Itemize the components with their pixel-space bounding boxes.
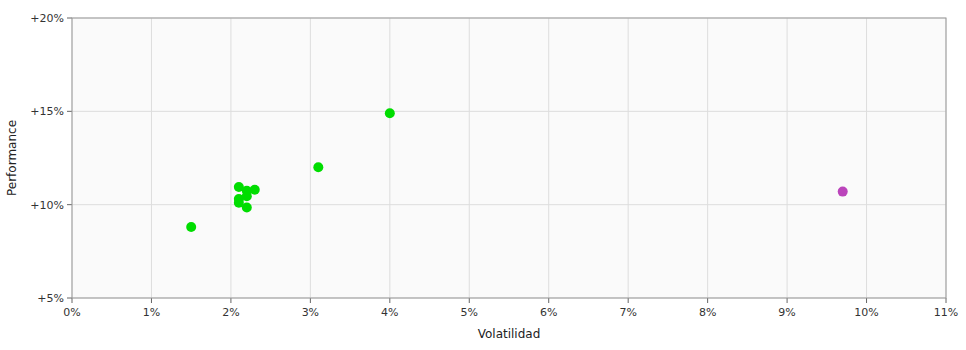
y-tick [67,18,72,19]
grid-line-x [866,18,867,298]
grid-line-x [787,18,788,298]
marks [186,108,848,232]
x-tick-label: 10% [854,306,878,319]
plot-area [72,18,946,298]
point [242,191,252,201]
grid-line-x [469,18,470,298]
x-axis-label: Volatilidad [478,327,541,341]
y-tick-label: +20% [30,12,64,25]
grid-line-x [548,18,549,298]
x-tick-label: 2% [222,306,239,319]
x-tick [151,298,152,303]
series [838,187,848,197]
x-tick [469,298,470,303]
grid-line-y [72,111,946,112]
point [242,202,252,212]
grid-line-x [628,18,629,298]
x-tick [866,298,867,303]
x-tick-label: 6% [540,306,557,319]
grid-line-x [389,18,390,298]
grid-line-x [707,18,708,298]
x-tick [310,298,311,303]
x-tick [946,298,947,303]
chart-container: 0% 1% 2% 3% 4% 5% 6% 7% 8% 9% 10% 11% +5% +10% +15% +20… [0,0,966,350]
x-tick-label: 7% [619,306,636,319]
x-tick-label: 8% [699,306,716,319]
y-tick [67,111,72,112]
point [186,222,196,232]
chart: 0% 1% 2% 3% 4% 5% 6% 7% 8% 9% 10% 11% +5% +10% +15% +20… [0,0,966,350]
x-tick [72,298,73,303]
y-tick-label: +5% [37,292,64,305]
point [385,108,395,118]
x-tick-label: 0% [63,306,80,319]
y-tick [67,298,72,299]
x-tick-label: 11% [934,306,958,319]
point [313,162,323,172]
x-tick-label: 5% [461,306,478,319]
x-tick [787,298,788,303]
grid [72,18,946,298]
grid-line-x [151,18,152,298]
x-tick-label: 4% [381,306,398,319]
axes: 0% 1% 2% 3% 4% 5% 6% 7% 8% 9% 10% 11% +5% +10% +15% +20… [30,12,958,319]
x-tick [628,298,629,303]
x-tick-label: 9% [778,306,795,319]
point [250,185,260,195]
grid-line-x [230,18,231,298]
y-tick-label: +10% [30,199,64,212]
grid-line-y [72,204,946,205]
y-axis-label: Performance [5,120,19,196]
y-tick [67,204,72,205]
x-tick-label: 3% [302,306,319,319]
x-tick-label: 1% [143,306,160,319]
y-tick-label: +15% [30,105,64,118]
x-tick [548,298,549,303]
point [838,187,848,197]
grid-line-x [310,18,311,298]
x-tick [707,298,708,303]
x-tick [389,298,390,303]
x-tick [230,298,231,303]
point [234,182,244,192]
plot-frame [72,18,946,298]
series [186,108,395,232]
